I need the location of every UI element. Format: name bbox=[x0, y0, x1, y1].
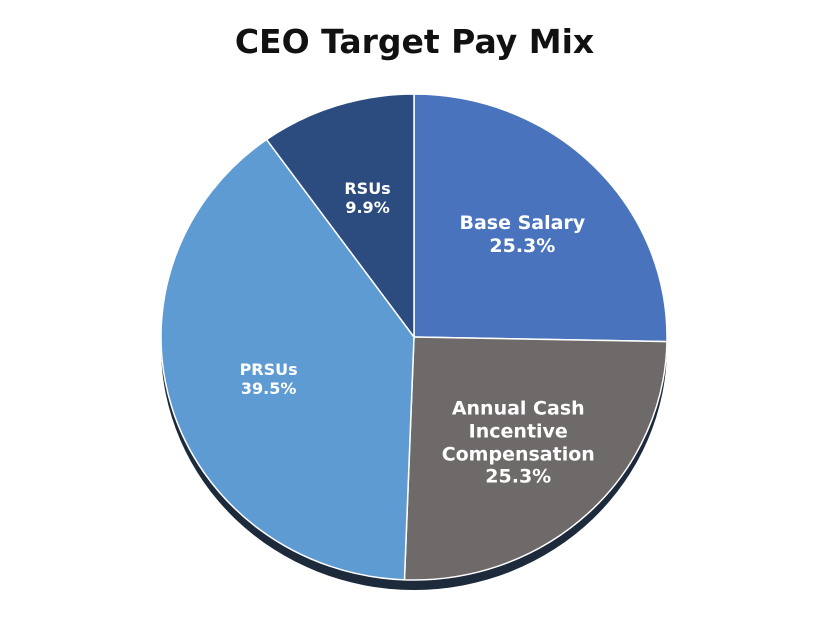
value-label: 39.5% bbox=[240, 378, 297, 398]
pie-slice bbox=[403, 336, 668, 581]
slice-label: Base Salary 25.3% bbox=[432, 212, 612, 258]
category-label: RSUs bbox=[344, 179, 391, 198]
chart-title: CEO Target Pay Mix bbox=[234, 22, 595, 61]
slice-label: PRSUs 39.5% bbox=[209, 360, 329, 398]
pie-slice bbox=[413, 93, 668, 343]
value-label: 25.3% bbox=[489, 234, 556, 257]
slice-label: RSUs 9.9% bbox=[318, 179, 418, 217]
category-label: Annual Cash Incentive Compensation bbox=[441, 397, 595, 465]
value-label: 25.3% bbox=[485, 465, 552, 488]
slice-label: Annual Cash Incentive Compensation 25.3% bbox=[433, 397, 603, 488]
category-label: PRSUs bbox=[239, 359, 298, 379]
pie-slice bbox=[160, 138, 415, 581]
pie-slice bbox=[265, 93, 415, 340]
category-label: Base Salary bbox=[459, 212, 586, 235]
value-label: 9.9% bbox=[345, 198, 390, 218]
